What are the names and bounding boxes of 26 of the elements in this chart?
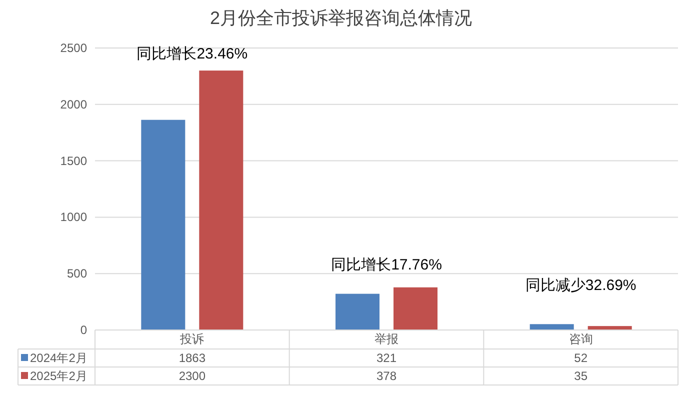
chart-title: 2月份全市投诉举报咨询总体情况 bbox=[210, 8, 472, 28]
data-label: 1863 bbox=[178, 351, 206, 365]
bar bbox=[394, 287, 438, 330]
y-tick-label: 2000 bbox=[60, 97, 88, 112]
data-label: 321 bbox=[376, 351, 397, 365]
bar bbox=[141, 120, 186, 330]
bar bbox=[199, 70, 244, 330]
x-tick-label: 投诉 bbox=[179, 332, 204, 346]
x-tick-label: 咨询 bbox=[568, 332, 593, 346]
data-label: 2300 bbox=[178, 369, 206, 383]
y-tick-label: 500 bbox=[66, 266, 88, 281]
y-tick-label: 1000 bbox=[60, 210, 88, 224]
annotation: 同比减少32.69% bbox=[525, 277, 636, 294]
legend-label: 2025年2月 bbox=[30, 369, 88, 383]
data-label: 378 bbox=[376, 369, 397, 383]
y-tick-label: 2500 bbox=[60, 41, 88, 55]
bar bbox=[336, 294, 380, 330]
y-tick-label: 1500 bbox=[60, 154, 88, 168]
data-label: 35 bbox=[574, 369, 588, 383]
annotation: 同比增长17.76% bbox=[331, 256, 442, 274]
x-tick-label: 举报 bbox=[374, 332, 398, 346]
data-label: 52 bbox=[574, 351, 588, 365]
y-tick-label: 0 bbox=[80, 323, 88, 337]
legend-label: 2024年2月 bbox=[30, 351, 88, 365]
annotation: 同比增长23.46% bbox=[136, 46, 248, 63]
bar bbox=[530, 324, 574, 330]
